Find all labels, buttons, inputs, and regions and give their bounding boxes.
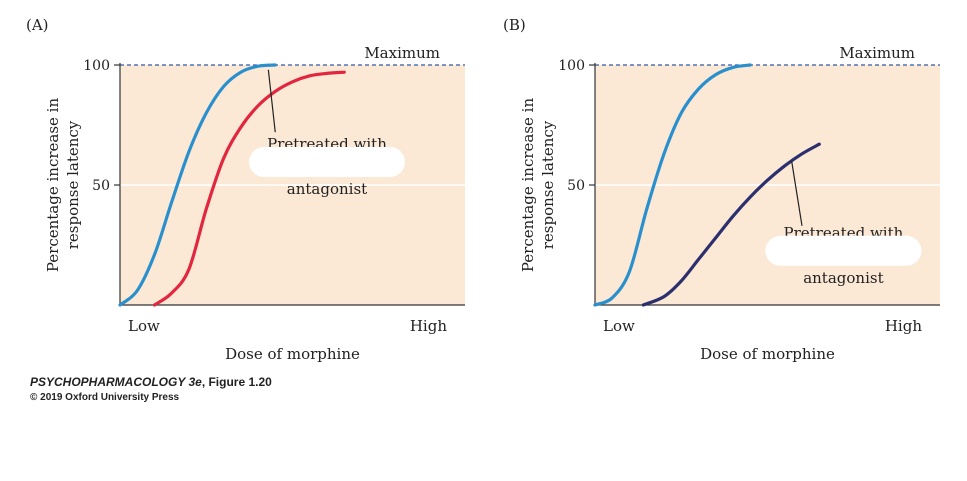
series-line-pretreated	[152, 70, 346, 307]
maximum-label: Maximum	[839, 44, 915, 62]
y-axis-label: Percentage increase in response latency	[44, 98, 82, 273]
annotation-text-line: antagonist	[803, 269, 883, 287]
copyright-notice: © 2019 Oxford University Press	[30, 392, 180, 403]
y-tick-label-100: 100	[83, 58, 110, 74]
y-axis-label-line: Percentage increase in	[44, 98, 62, 273]
series-line-morphine-alone	[118, 63, 277, 307]
y-axis-label: Percentage increase in response latency	[519, 98, 557, 273]
book-title: PSYCHOPHARMACOLOGY 3e	[30, 375, 202, 389]
x-tick-label-high: High	[410, 317, 447, 335]
y-tick-label-50: 50	[92, 178, 110, 194]
x-tick-label-high: High	[885, 317, 922, 335]
figure-number: , Figure 1.20	[201, 375, 272, 389]
series-line-morphine-alone	[593, 63, 752, 307]
figure-credit: PSYCHOPHARMACOLOGY 3e, Figure 1.20	[30, 375, 272, 389]
annotation-mask	[249, 147, 405, 177]
y-tick-label-100: 100	[558, 58, 585, 74]
x-axis-label: Dose of morphine	[225, 345, 360, 363]
annotation-text-line: antagonist	[287, 180, 367, 198]
maximum-label: Maximum	[364, 44, 440, 62]
chart-panel-a: (A) Maximum 100 50 Low High Dose of morphine Pe…	[26, 16, 465, 363]
annotation-leader-line	[791, 160, 803, 226]
panel-label: (B)	[503, 16, 526, 34]
y-tick-label-50: 50	[567, 178, 585, 194]
annotation-leader-line	[267, 69, 276, 133]
x-tick-label-low: Low	[603, 317, 635, 335]
y-axis-label-line: Percentage increase in	[519, 98, 537, 273]
y-axis-label-line: response latency	[539, 120, 557, 249]
y-axis-label-line: response latency	[64, 120, 82, 249]
x-axis-label: Dose of morphine	[700, 345, 835, 363]
panel-label: (A)	[26, 16, 49, 34]
annotation-mask	[765, 235, 922, 266]
chart-panel-b: (B) Maximum 100 50 Low High Dose of morphine Pe…	[503, 16, 940, 363]
x-tick-label-low: Low	[128, 317, 160, 335]
series-line-pretreated	[641, 142, 821, 307]
